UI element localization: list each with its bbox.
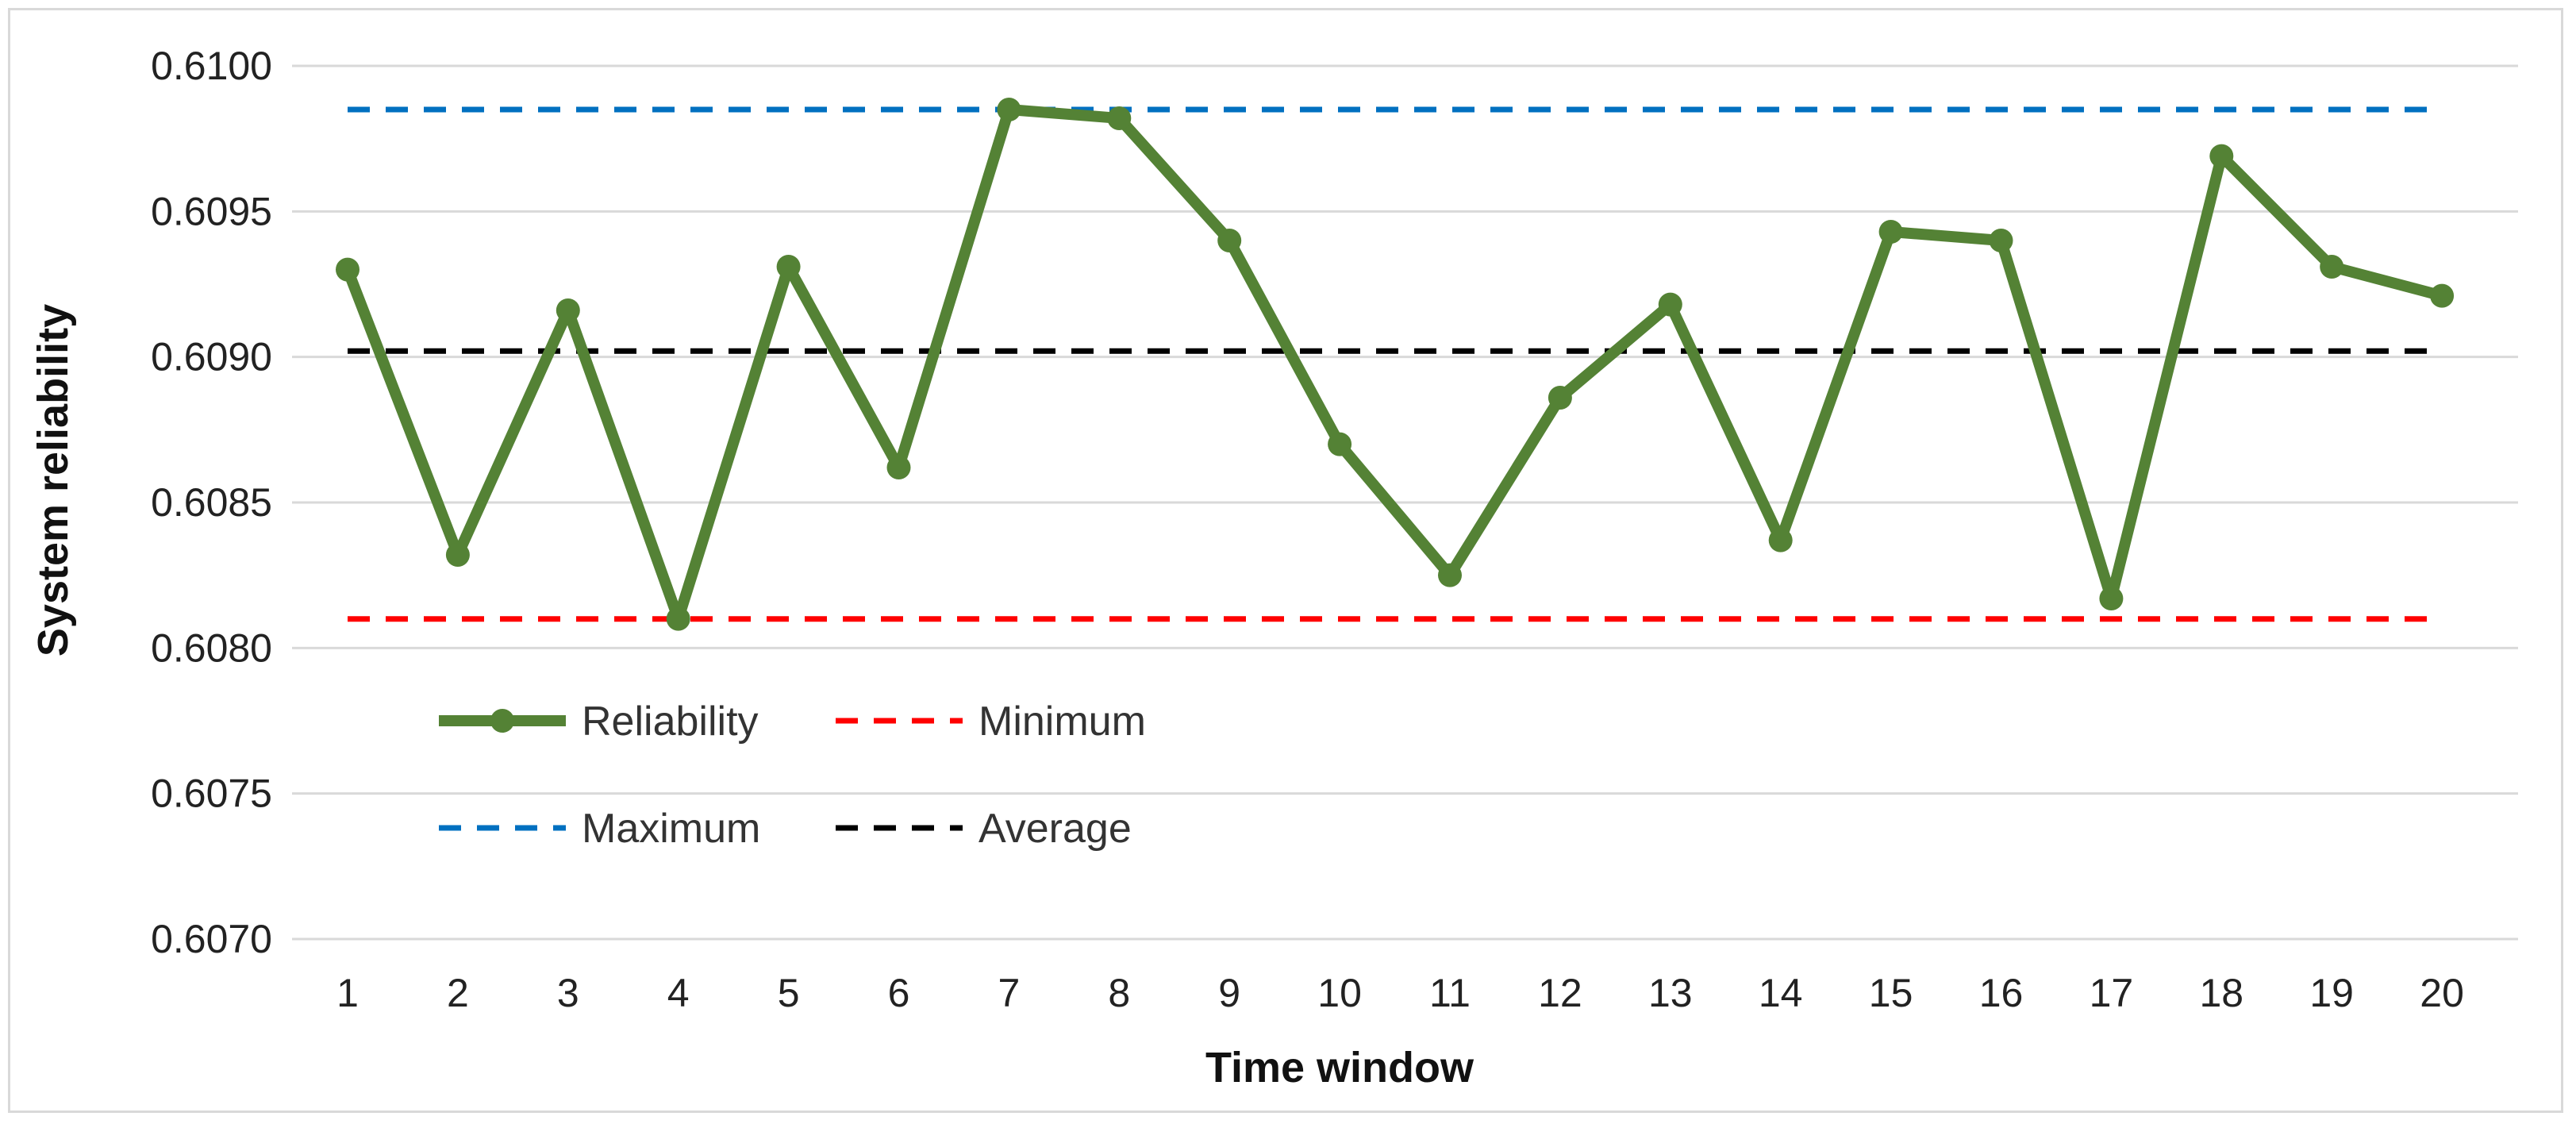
y-tick-label: 0.6080 (151, 626, 272, 670)
legend: Reliability Minimum Maximum Average (439, 699, 1146, 852)
reliability-point (776, 255, 801, 279)
x-tick-label: 10 (1317, 971, 1362, 1015)
reliability-point (1989, 229, 2013, 252)
series-lines (342, 104, 2443, 625)
reliability-point (556, 298, 580, 322)
reliability-point (2430, 283, 2455, 308)
reliability-point (1658, 292, 1682, 317)
x-tick-label: 1 (336, 971, 359, 1015)
x-tick-label: 15 (1869, 971, 1913, 1015)
y-tick-label: 0.6100 (151, 44, 272, 88)
reliability-point (1768, 528, 1793, 552)
x-tick-label: 12 (1538, 971, 1582, 1015)
reliability-point (2209, 144, 2234, 168)
legend-label-maximum: Maximum (582, 806, 760, 852)
x-axis-tick-labels: 1 2 3 4 5 6 7 8 9 10 11 12 13 14 15 16 17 18 19 20 (336, 971, 2464, 1015)
gridlines (292, 64, 2518, 941)
x-tick-label: 14 (1759, 971, 1803, 1015)
legend-label-minimum: Minimum (978, 699, 1146, 745)
reliability-point (1107, 106, 1132, 130)
x-tick-label: 20 (2420, 971, 2464, 1015)
reliability-point (886, 456, 911, 479)
legend-marker-reliability (490, 709, 514, 733)
x-tick-label: 5 (778, 971, 800, 1015)
y-tick-label: 0.6085 (151, 480, 272, 525)
x-tick-label: 11 (1429, 971, 1471, 1015)
x-axis-title: Time window (1205, 1044, 1474, 1091)
legend-label-reliability: Reliability (582, 699, 759, 745)
x-tick-label: 19 (2309, 971, 2354, 1015)
x-tick-label: 3 (557, 971, 579, 1015)
reliability-point (997, 98, 1021, 121)
reliability-point (2099, 587, 2124, 610)
x-tick-label: 13 (1648, 971, 1693, 1015)
reliability-point (336, 257, 359, 282)
x-tick-label: 2 (447, 971, 469, 1015)
y-axis-tick-labels: 0.6070 0.6075 0.6080 0.6085 0.6090 0.6095 0.61… (151, 44, 272, 961)
reliability-line (342, 104, 2443, 625)
y-tick-label: 0.6095 (151, 189, 272, 233)
x-tick-label: 7 (998, 971, 1020, 1015)
series-markers (336, 98, 2455, 631)
reliability-point (1878, 220, 1903, 244)
x-tick-label: 16 (1979, 971, 2024, 1015)
y-axis-title: System reliability (29, 304, 77, 656)
x-tick-label: 8 (1108, 971, 1130, 1015)
y-tick-label: 0.6075 (151, 772, 272, 816)
x-tick-label: 9 (1218, 971, 1240, 1015)
chart-frame: 0.6070 0.6075 0.6080 0.6085 0.6090 0.6095 0.61… (8, 8, 2563, 1113)
reliability-point (1548, 386, 1572, 410)
reliability-point (1328, 432, 1352, 456)
reliability-point (1438, 563, 1462, 587)
line-chart: 0.6070 0.6075 0.6080 0.6085 0.6090 0.6095 0.61… (29, 44, 2518, 1091)
reliability-point (1217, 229, 1242, 252)
reliability-point (666, 606, 690, 631)
reliability-point (445, 543, 470, 567)
x-tick-label: 18 (2199, 971, 2243, 1015)
y-tick-label: 0.6090 (151, 335, 272, 379)
x-tick-label: 6 (888, 971, 910, 1015)
y-tick-label: 0.6070 (151, 917, 272, 961)
reliability-point (2320, 255, 2344, 279)
legend-label-average: Average (978, 806, 1132, 852)
x-tick-label: 17 (2090, 971, 2134, 1015)
x-tick-label: 4 (667, 971, 690, 1015)
